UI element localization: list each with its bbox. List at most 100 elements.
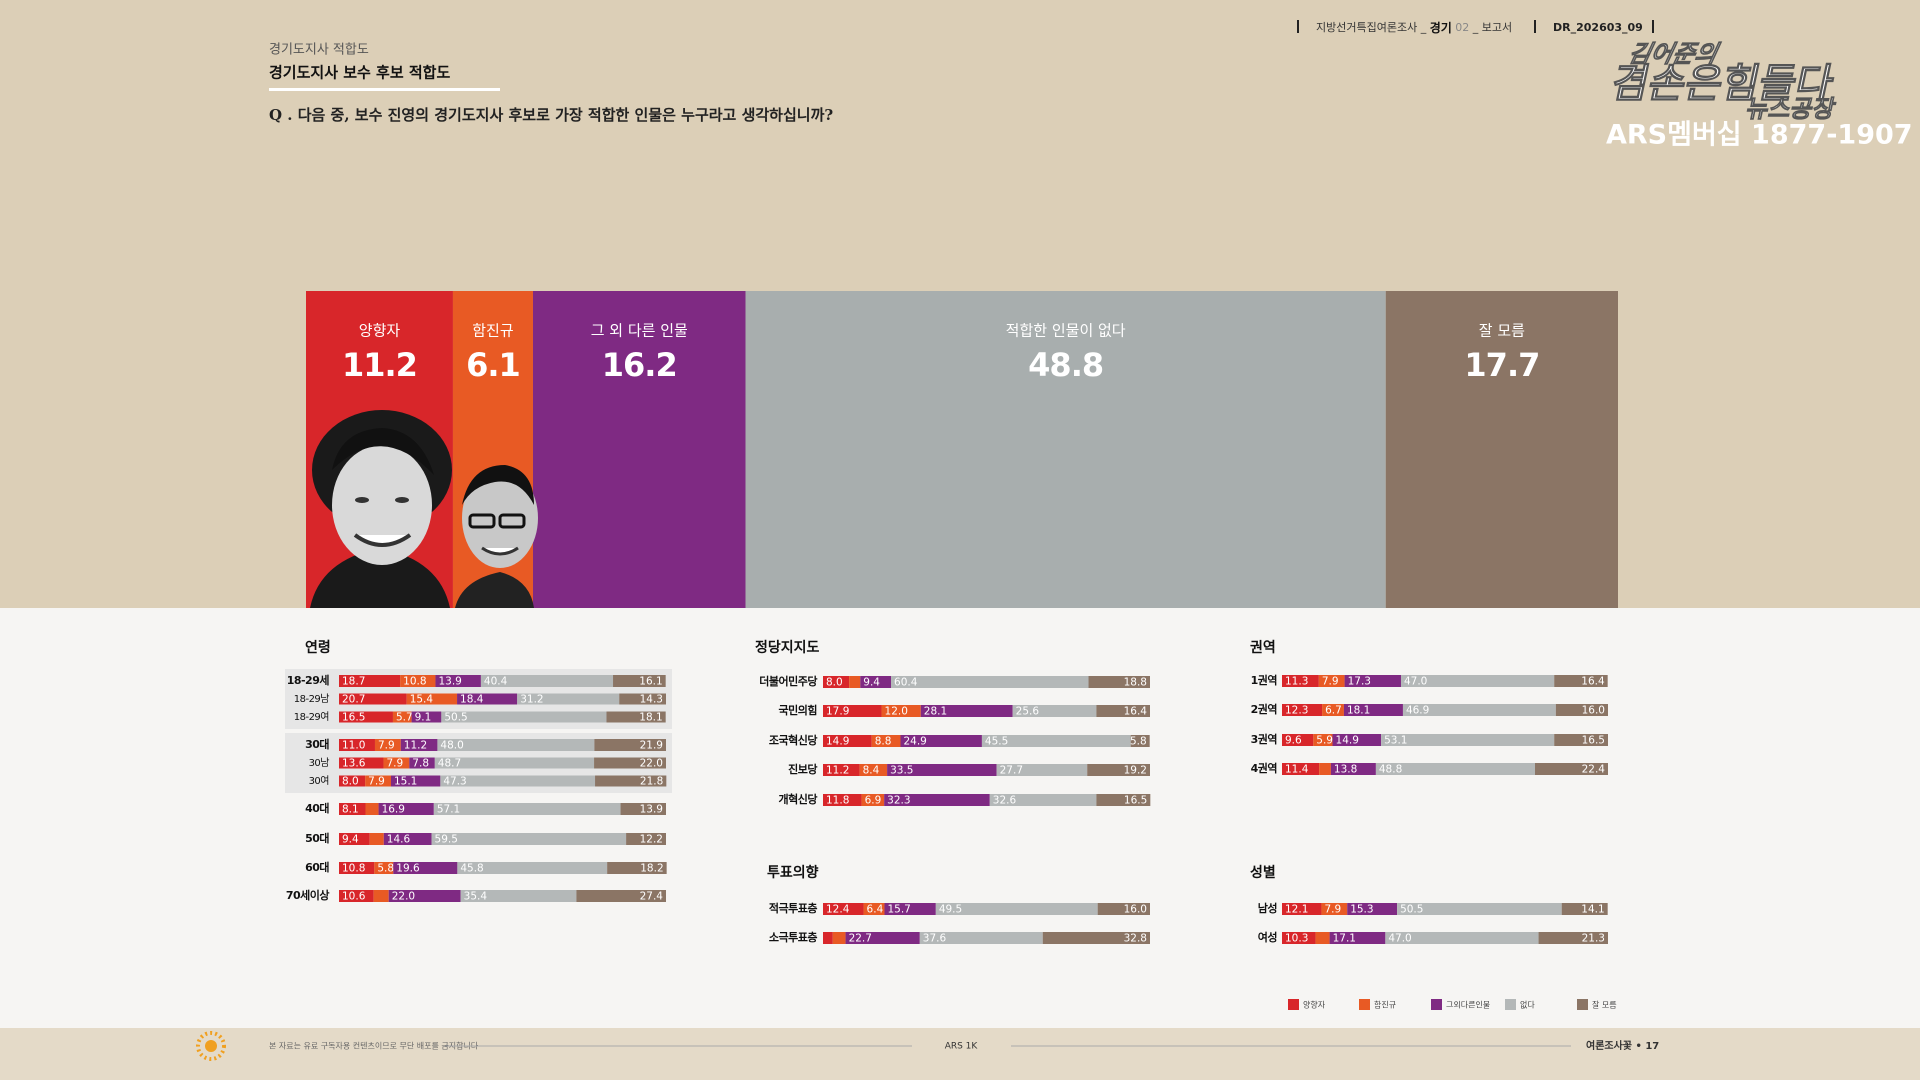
bar-segment (823, 794, 862, 806)
value-label: 14.6 (387, 834, 411, 846)
question: Q . 다음 중, 보수 진영의 경기도지사 후보로 가장 적합한 인물은 누구… (269, 106, 833, 124)
value-label: 48.7 (438, 758, 461, 770)
row-label: 30대 (305, 737, 329, 751)
value-label: 13.9 (640, 804, 663, 816)
survey-part: 경기 (1430, 20, 1452, 35)
value-label: 9.6 (1285, 735, 1302, 747)
bar-segment (1282, 932, 1316, 944)
value-label: 46.9 (1406, 705, 1429, 717)
bar-segment (1538, 932, 1608, 944)
bar-segment (339, 739, 375, 751)
value-label: 35.4 (464, 891, 488, 903)
value-label: 50.5 (444, 712, 467, 724)
legend-label: 그외다른인물 (1446, 1000, 1490, 1010)
bar-segment (607, 862, 667, 874)
bar-segment (1554, 675, 1608, 687)
value-label: 13.6 (342, 758, 366, 770)
bar-segment (1329, 932, 1386, 944)
logo-text: 김어준의 (1626, 39, 1723, 68)
value-label: 22.0 (392, 891, 415, 903)
row-label: 개혁신당 (779, 792, 818, 806)
bar-segment (378, 803, 434, 815)
bar-segment (365, 803, 379, 815)
row-label: 18-29여 (294, 711, 329, 723)
value-label: 17.1 (1333, 933, 1356, 945)
bar-segment (613, 675, 666, 687)
value-label: 14.1 (1581, 904, 1604, 916)
value-label: 33.5 (890, 765, 913, 777)
bar-segment (859, 764, 888, 776)
footer-background (0, 1028, 1920, 1080)
bar-segment (1344, 675, 1401, 687)
value-label: 7.9 (386, 758, 403, 770)
value-label: 47.0 (1404, 676, 1427, 688)
bar-segment (1385, 291, 1618, 608)
bar-segment (435, 675, 481, 687)
value-label: 6.9 (865, 795, 882, 807)
value-label: 27.7 (1000, 765, 1023, 777)
value-label: 45.5 (985, 736, 1008, 748)
legend-label: 잘 모름 (1592, 1001, 1617, 1010)
value-label: 27.4 (640, 891, 664, 903)
value-label: 57.1 (437, 804, 460, 816)
chart-title: 권역 (1250, 639, 1276, 656)
value-label: 16.4 (1581, 676, 1605, 688)
bar-segment (863, 903, 885, 915)
section-title: 경기도지사 적합도 (269, 43, 369, 58)
bar-segment (339, 890, 374, 902)
value-label: 31.2 (520, 694, 543, 706)
value-label: 15.1 (394, 776, 417, 788)
survey-part: 지방선거특집여론조사 _ (1316, 21, 1427, 34)
bar-segment (339, 675, 401, 687)
value-label: 7.9 (378, 740, 395, 752)
value-label: 21.9 (640, 740, 663, 752)
value-label: 16.4 (1124, 706, 1148, 718)
bar-segment (891, 676, 1089, 688)
bar-segment (517, 693, 620, 705)
value-label: 12.1 (1285, 904, 1308, 916)
value-label: 13.9 (438, 676, 461, 688)
value-label: 14.9 (826, 736, 849, 748)
bar-segment (606, 711, 666, 723)
value-label: 37.6 (923, 933, 947, 945)
footer-notice: 본 자료는 유료 구독자용 컨텐츠이므로 무단 배포를 금지합니다 (269, 1041, 479, 1051)
bar-segment (392, 711, 412, 723)
bar-segment (1343, 704, 1403, 716)
bar-segment (400, 675, 436, 687)
chart-title: 성별 (1250, 864, 1276, 881)
bar-segment (339, 711, 393, 723)
bar-segment (457, 862, 608, 874)
bar-segment (845, 932, 920, 944)
bar-segment (1321, 903, 1348, 915)
value-label: 12.4 (826, 904, 850, 916)
row-label: 진보당 (788, 762, 817, 776)
value-label: 16.1 (639, 676, 662, 688)
value-label: 32.3 (887, 795, 910, 807)
title-underline (269, 88, 500, 91)
value-label: 14.9 (1336, 735, 1359, 747)
value-label: 15.7 (887, 904, 910, 916)
segment-name: 적합한 인물이 없다 (1006, 322, 1126, 340)
legend-swatch (1359, 999, 1370, 1010)
row-label: 18-29세 (287, 673, 330, 687)
value-label: 18.1 (639, 712, 662, 724)
bar-segment (620, 803, 666, 815)
value-label: 59.5 (435, 834, 458, 846)
legend-swatch (1505, 999, 1516, 1010)
value-label: 18.1 (1347, 705, 1370, 717)
report-code: DR_202603_09 (1553, 21, 1643, 34)
legend-label: 없다 (1520, 1001, 1535, 1010)
value-label: 14.3 (640, 694, 663, 706)
bar-segment (1313, 734, 1333, 746)
value-label: 12.0 (885, 706, 908, 718)
value-label: 21.3 (1582, 933, 1605, 945)
bar-segment (1097, 903, 1150, 915)
bar-segment (1397, 903, 1562, 915)
bar-segment (823, 705, 882, 717)
value-label: 5.8 (1130, 736, 1147, 748)
bar-segment (457, 693, 518, 705)
value-label: 60.4 (894, 677, 918, 689)
value-label: 7.8 (412, 758, 429, 770)
value-label: 5.9 (1316, 735, 1333, 747)
divider (1297, 20, 1299, 33)
